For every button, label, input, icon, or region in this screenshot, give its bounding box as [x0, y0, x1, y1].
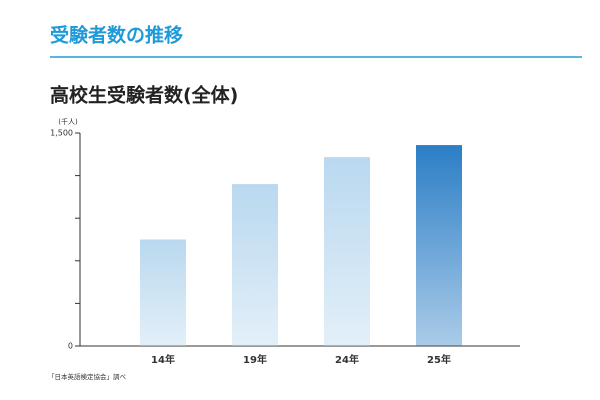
x-tick-label: 24年 [335, 353, 359, 366]
x-tick-label: 19年 [243, 353, 267, 366]
bar [416, 145, 462, 346]
y-unit: (千人) [58, 117, 78, 126]
header-title: 受験者数の推移 [50, 24, 183, 47]
bar [232, 184, 278, 346]
x-tick-label: 25年 [427, 353, 451, 366]
bar [324, 157, 370, 346]
source-note: 「日本英語検定協会」調べ [48, 372, 127, 381]
bar [140, 239, 186, 346]
chart-title: 高校生受験者数(全体) [50, 84, 238, 107]
y-tick-label: 0 [68, 342, 73, 351]
y-tick-label: 1,500 [50, 129, 73, 138]
x-tick-label: 14年 [151, 353, 175, 366]
